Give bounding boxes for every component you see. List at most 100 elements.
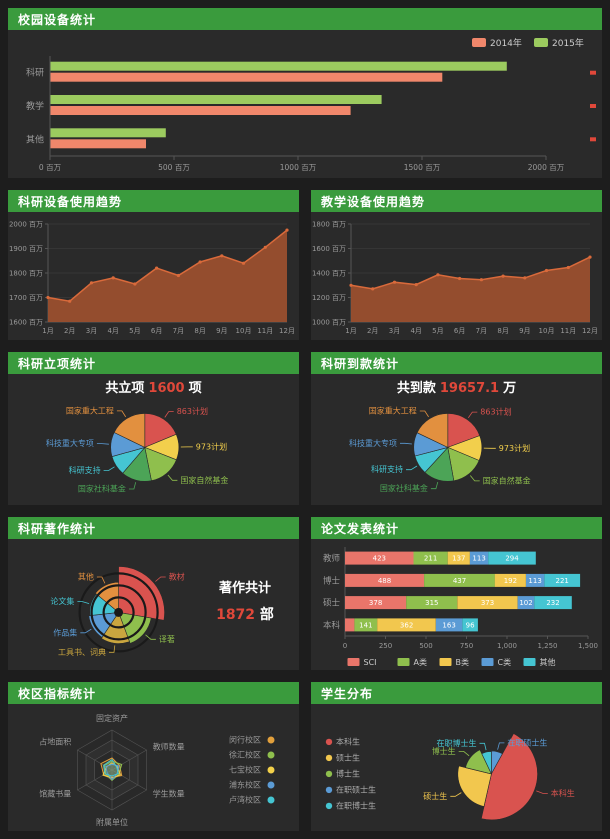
- svg-text:教师数量: 教师数量: [153, 742, 185, 752]
- panel-student-distribution-header: 学生分布: [311, 682, 602, 704]
- row-works-papers: 科研著作统计 著作共计 1872 部 教材 译著 工具书、词典 作品集 论文集 其他 论文…: [8, 517, 602, 670]
- campus-metrics-chart[interactable]: 固定资产 教师数量 学生数量 附属单位 馆藏书量 占地面积 闵行校区 徐汇校区 七宝校区 浦东校区…: [8, 704, 299, 831]
- svg-text:2000 百万: 2000 百万: [528, 163, 565, 172]
- project-total-summary: 共立项 1600 项: [8, 377, 299, 396]
- works-stats-chart[interactable]: 著作共计 1872 部 教材 译著 工具书、词典 作品集 论文集 其他: [8, 539, 299, 670]
- papers-svg: 0 250 500 750 1,000 1,250 1,500 教师 423 211 137 113 2…: [323, 547, 598, 667]
- papers-stats-chart[interactable]: 0 250 500 750 1,000 1,250 1,500 教师 423 211 137 113 2…: [311, 539, 602, 670]
- project-stats-chart[interactable]: 共立项 1600 项 863计划 973计划 国家自然基金 国家社科基金 科研支持 科技重大专…: [8, 374, 299, 505]
- svg-text:2月: 2月: [64, 327, 75, 335]
- svg-text:1500 百万: 1500 百万: [404, 163, 441, 172]
- panel-works-stats-header: 科研著作统计: [8, 517, 299, 539]
- svg-text:750: 750: [460, 642, 473, 650]
- panel-project-stats: 科研立项统计 共立项 1600 项 863计划 973计划 国家自然基金 国家社科基金 科研…: [8, 352, 299, 505]
- svg-text:1000 百万: 1000 百万: [312, 319, 346, 327]
- svg-text:373: 373: [481, 599, 494, 607]
- student-distribution-chart[interactable]: 在职硕士生 本科生 硕士生 博士生 在职博士生 本科生 硕士生 博士生 在职硕士生 在职博士生: [311, 704, 602, 831]
- svg-text:国家自然基金: 国家自然基金: [483, 475, 531, 485]
- svg-text:1,000: 1,000: [497, 642, 517, 650]
- svg-text:211: 211: [424, 555, 437, 563]
- campus-equipment-chart[interactable]: 0 百万 500 百万 1000 百万 1500 百万 2000 百万 科研 教学 其他 201…: [8, 30, 602, 178]
- svg-text:B类: B类: [456, 657, 470, 667]
- svg-text:102: 102: [519, 599, 532, 607]
- svg-text:5月: 5月: [129, 327, 140, 335]
- panel-student-distribution: 学生分布 在职硕士生 本科生 硕士生 博士生 在职博士生 本科生 硕士生 博士生 在职硕士生 在职…: [311, 682, 602, 831]
- panel-teaching-trend: 教学设备使用趋势 1000 百万 1200 百万 1400 百万 1600 百万 180…: [311, 190, 602, 340]
- panel-papers-stats-header: 论文发表统计: [311, 517, 602, 539]
- svg-text:论文集: 论文集: [50, 596, 74, 606]
- svg-text:141: 141: [359, 621, 372, 629]
- svg-text:科研: 科研: [26, 67, 44, 79]
- svg-text:4月: 4月: [410, 327, 421, 335]
- summary-suffix: 万: [503, 381, 517, 396]
- svg-text:硕士: 硕士: [323, 598, 341, 609]
- svg-text:A类: A类: [414, 657, 427, 667]
- svg-text:本科: 本科: [323, 620, 341, 631]
- svg-text:1000 百万: 1000 百万: [280, 163, 317, 172]
- svg-text:教师: 教师: [323, 553, 341, 564]
- svg-text:221: 221: [556, 577, 569, 585]
- panel-funding-stats-header: 科研到款统计: [311, 352, 602, 374]
- teaching-trend-chart[interactable]: 1000 百万 1200 百万 1400 百万 1600 百万 1800 百万 1月 2月 3…: [311, 212, 602, 340]
- svg-text:378: 378: [369, 599, 382, 607]
- svg-text:7月: 7月: [476, 327, 487, 335]
- panel-campus-equipment-header: 校园设备统计: [8, 8, 602, 30]
- svg-text:闵行校区: 闵行校区: [229, 735, 261, 745]
- svg-text:国家社科基金: 国家社科基金: [380, 483, 428, 493]
- summary-line: 1872 部: [199, 604, 291, 624]
- svg-text:1,250: 1,250: [537, 642, 557, 650]
- svg-text:863计划: 863计划: [480, 407, 511, 417]
- svg-text:本科生: 本科生: [551, 788, 575, 798]
- svg-text:教学: 教学: [26, 100, 44, 112]
- svg-text:1600 百万: 1600 百万: [312, 245, 346, 253]
- svg-text:8月: 8月: [497, 327, 508, 335]
- panel-title: 论文发表统计: [321, 521, 400, 536]
- svg-text:5月: 5月: [432, 327, 443, 335]
- svg-text:0 百万: 0 百万: [39, 163, 62, 172]
- svg-text:2015年: 2015年: [552, 37, 584, 49]
- svg-text:96: 96: [466, 621, 475, 629]
- svg-text:博士生: 博士生: [336, 768, 360, 778]
- svg-text:10月: 10月: [236, 327, 252, 335]
- svg-text:卢湾校区: 卢湾校区: [229, 795, 261, 805]
- svg-text:教材: 教材: [169, 572, 185, 582]
- svg-text:作品集: 作品集: [53, 627, 77, 637]
- panel-papers-stats: 论文发表统计 0 250 500 750 1,000 1,250 1,500 教师 423 211…: [311, 517, 602, 670]
- svg-text:1800 百万: 1800 百万: [312, 221, 346, 229]
- panel-title: 科研设备使用趋势: [18, 194, 123, 209]
- row-metrics-students: 校区指标统计 固定资产 教师数量 学生数量 附属单位 馆藏书量 占地面积 闵行校区 徐汇校区七…: [8, 682, 602, 831]
- panel-research-trend-header: 科研设备使用趋势: [8, 190, 299, 212]
- panel-campus-equipment: 校园设备统计 0 百万 500 百万 1000 百万 1500 百万 2000 百万 科研…: [8, 8, 602, 178]
- funding-total-summary: 共到款 19657.1 万: [311, 377, 602, 396]
- svg-text:2月: 2月: [367, 327, 378, 335]
- summary-suffix: 部: [259, 607, 274, 623]
- funding-stats-chart[interactable]: 共到款 19657.1 万 863计划 973计划 国家自然基金 国家社科基金 科研支持 科技…: [311, 374, 602, 505]
- svg-text:其他: 其他: [78, 572, 94, 582]
- row-project-funding: 科研立项统计 共立项 1600 项 863计划 973计划 国家自然基金 国家社科基金 科研…: [8, 352, 602, 505]
- svg-text:11月: 11月: [560, 327, 576, 335]
- svg-text:3月: 3月: [86, 327, 97, 335]
- svg-text:1,500: 1,500: [578, 642, 598, 650]
- svg-text:本科生: 本科生: [336, 736, 360, 746]
- svg-text:3月: 3月: [389, 327, 400, 335]
- svg-text:2000 百万: 2000 百万: [9, 221, 43, 229]
- svg-text:1月: 1月: [345, 327, 356, 335]
- svg-text:在职硕士生: 在职硕士生: [336, 784, 376, 794]
- svg-text:315: 315: [425, 599, 438, 607]
- row-trends: 科研设备使用趋势 1600 百万 1700 百万 1800 百万 1900 百万 200…: [8, 190, 602, 340]
- svg-text:学生数量: 学生数量: [153, 789, 185, 799]
- summary-label: 著作共计: [218, 581, 271, 596]
- research-trend-chart[interactable]: 1600 百万 1700 百万 1800 百万 1900 百万 2000 百万 1月 2月 3…: [8, 212, 299, 340]
- svg-text:工具书、词典: 工具书、词典: [58, 647, 106, 657]
- panel-title: 学生分布: [321, 686, 374, 701]
- svg-text:437: 437: [453, 577, 466, 585]
- svg-text:在职博士生: 在职博士生: [336, 800, 376, 810]
- panel-works-stats: 科研著作统计 著作共计 1872 部 教材 译著 工具书、词典 作品集 论文集 其他: [8, 517, 299, 670]
